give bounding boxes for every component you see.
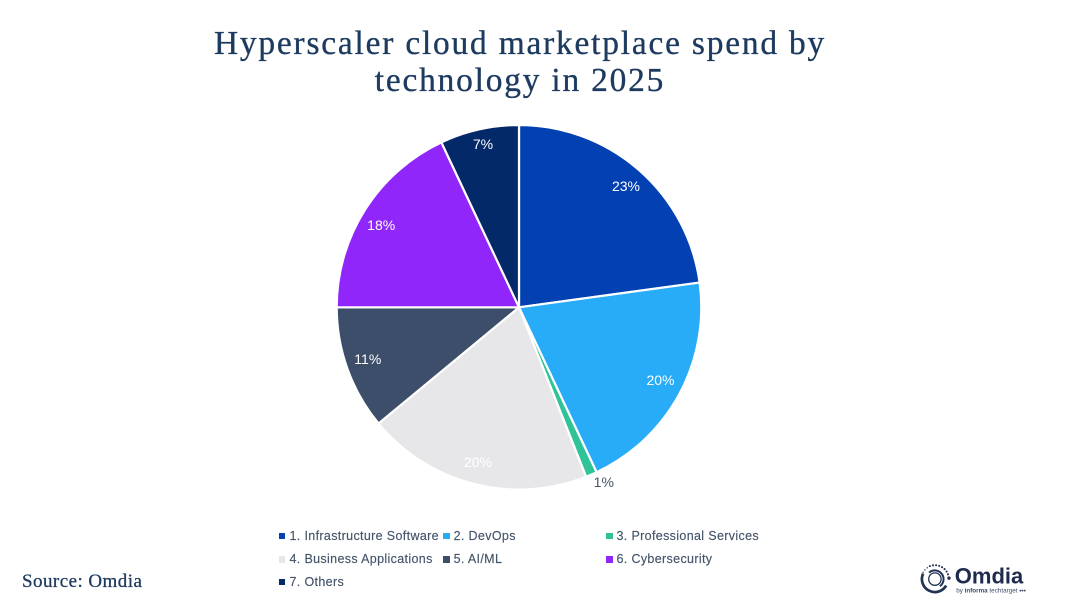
svg-text:by informa techtarget •••: by informa techtarget •••: [956, 587, 1026, 594]
svg-text:Omdia: Omdia: [955, 564, 1024, 589]
